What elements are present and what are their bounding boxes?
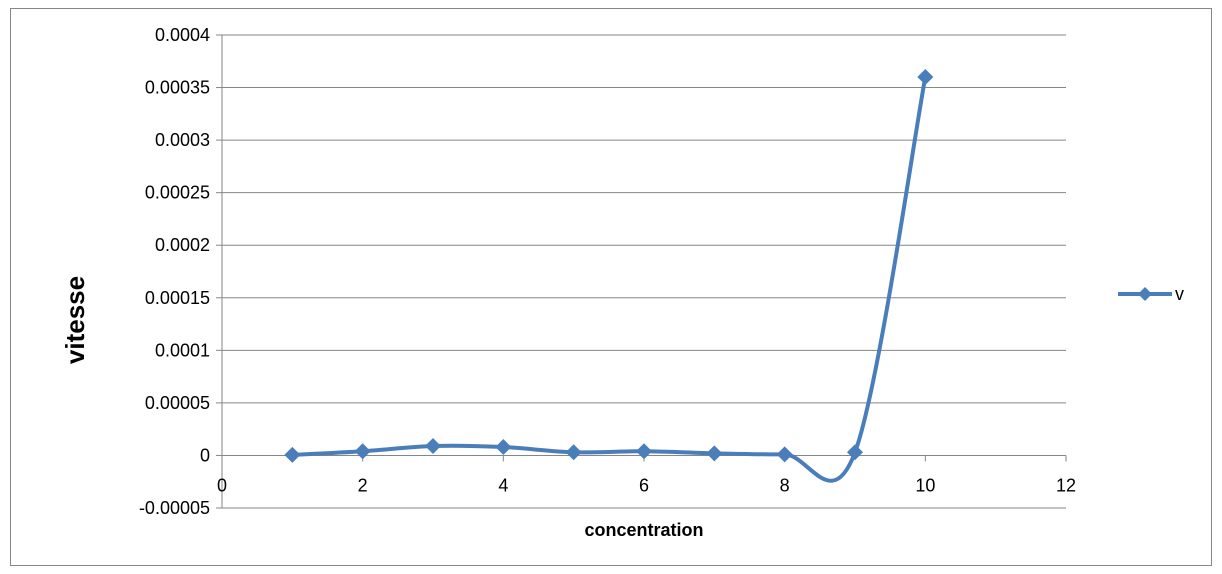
chart-frame [10,8,1212,566]
data-point [706,445,723,462]
x-tick-label: 0 [217,475,227,495]
legend-label: v [1175,284,1184,304]
y-tick-label: 0.0001 [155,340,210,360]
data-point [636,443,652,460]
y-axis-title: vitesse [60,276,90,364]
legend-marker [1138,287,1152,301]
data-point [565,444,582,461]
x-tick-label: 2 [358,475,368,495]
x-tick-label: 6 [639,475,649,495]
series-layer [284,69,934,483]
y-tick-label: 0.00035 [145,78,210,98]
y-tick-label: 0.00025 [145,183,210,203]
data-point [776,446,793,463]
x-tick-label: 8 [780,475,790,495]
x-tick-label: 10 [915,475,935,495]
y-tick-labels: -0.00005 0 0.00005 0.0001 0.00015 0.0002 0.000… [139,25,210,518]
y-tick-label: 0.00015 [145,288,210,308]
y-tick-label: 0.0003 [155,130,210,150]
legend: v [1118,284,1184,304]
data-point [495,439,512,456]
axes [216,34,1067,509]
series-line [292,76,928,483]
gridlines [222,34,1066,509]
y-tick-label: 0.0004 [155,25,210,45]
y-tick-label: 0.0002 [155,235,210,255]
data-point [284,446,301,463]
y-tick-label: 0.00005 [145,393,210,413]
x-tick-labels: 0 2 4 6 8 10 12 [217,475,1076,495]
x-tick-label: 12 [1056,475,1076,495]
y-tick-label: -0.00005 [139,498,210,518]
data-point [425,437,441,454]
data-point [847,444,863,461]
x-axis-title: concentration [584,520,703,540]
data-point [917,69,934,86]
x-tick-label: 4 [498,475,508,495]
data-point [354,443,371,460]
y-tick-label: 0 [200,445,210,465]
